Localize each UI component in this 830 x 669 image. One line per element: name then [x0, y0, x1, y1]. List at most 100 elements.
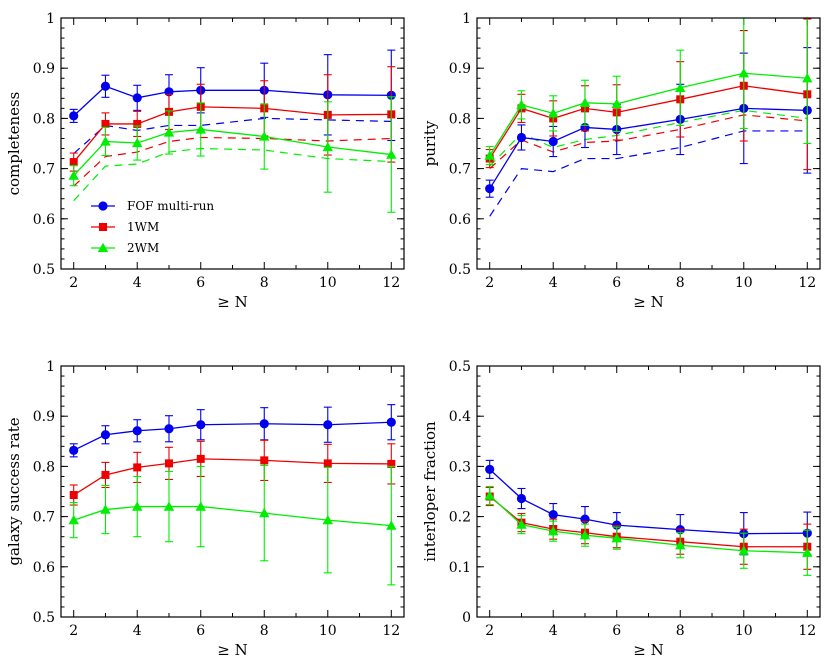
y-tick-label: 0.5 — [449, 262, 471, 278]
plot-area — [484, 18, 813, 217]
data-point-wm2 — [802, 73, 813, 83]
y-tick-label: 0.5 — [449, 359, 471, 375]
y-tick-label: 0.6 — [33, 212, 55, 228]
data-point-wm2 — [738, 68, 749, 78]
x-tick-label: 2 — [485, 275, 494, 291]
x-tick-label: 8 — [676, 623, 685, 639]
plot-frame — [60, 17, 405, 270]
x-tick-label: 12 — [382, 275, 400, 291]
data-point-fof — [485, 464, 495, 475]
data-point-wm2 — [579, 529, 591, 540]
y-tick-label: 0.5 — [33, 610, 55, 626]
y-tick-label: 0.4 — [449, 409, 471, 425]
data-point-wm2 — [675, 82, 686, 92]
data-point-wm1 — [133, 463, 142, 472]
series-line-fof — [489, 468, 808, 535]
y-tick-label: 0.9 — [33, 409, 55, 425]
y-axis-label: interloper fraction — [421, 421, 439, 562]
dashed-line-wm2 — [489, 109, 808, 167]
data-point-fof — [196, 420, 206, 430]
x-axis-label: ≥ N — [633, 293, 663, 311]
data-point-wm2 — [322, 141, 333, 152]
panel-interloper-fraction: 2 4 6 8 10 12 0 0.1 0.2 0.3 0.4 0.5 ≥ N interloper fr… — [421, 359, 821, 659]
data-point-wm1 — [387, 459, 396, 468]
data-point-wm2 — [259, 131, 270, 141]
x-tick-label: 10 — [735, 275, 753, 291]
y-tick-label: 0.9 — [449, 61, 471, 77]
legend-marker-wm2 — [97, 242, 109, 253]
data-point-wm2 — [132, 501, 143, 511]
x-tick-label: 2 — [485, 623, 494, 639]
x-tick-label: 8 — [676, 275, 685, 291]
y-tick-label: 0.9 — [33, 61, 55, 77]
x-tick-label: 4 — [549, 623, 558, 639]
x-tick-label: 12 — [798, 623, 816, 639]
data-point-wm2 — [675, 540, 686, 550]
data-point-wm2 — [68, 514, 79, 525]
legend-label-fof: FOF multi-run — [127, 199, 214, 213]
plot-area — [68, 404, 397, 586]
data-point-wm2 — [386, 520, 397, 530]
data-point-wm2 — [516, 99, 527, 110]
series-line-fof — [73, 421, 392, 451]
data-point-wm2 — [516, 519, 527, 529]
data-point-wm2 — [322, 514, 333, 525]
legend-marker-fof — [98, 201, 108, 211]
data-point-wm2 — [579, 97, 591, 107]
data-point-fof — [164, 424, 174, 434]
data-point-wm1 — [323, 459, 332, 468]
y-tick-label: 0.7 — [449, 162, 471, 178]
x-tick-label: 12 — [798, 275, 816, 291]
data-point-wm2 — [611, 98, 622, 109]
y-tick-label: 0.1 — [449, 560, 471, 576]
x-tick-label: 10 — [319, 275, 337, 291]
y-tick-label: 1 — [46, 359, 55, 375]
x-tick-label: 10 — [735, 623, 753, 639]
data-point-wm2 — [802, 547, 813, 557]
data-point-fof — [100, 81, 111, 91]
data-point-fof — [69, 111, 79, 121]
data-point-wm2 — [484, 150, 495, 160]
x-tick-label: 6 — [196, 275, 205, 291]
legend-marker-wm1 — [99, 223, 107, 231]
data-point-wm2 — [548, 525, 559, 536]
series-line-wm2 — [489, 72, 808, 156]
data-point-fof — [485, 184, 495, 194]
series-line-wm1 — [489, 85, 808, 159]
plot-frame — [60, 365, 405, 618]
data-point-wm2 — [611, 532, 622, 543]
x-tick-label: 2 — [69, 623, 78, 639]
x-axis-label: ≥ N — [217, 641, 247, 659]
series-line-fof — [489, 107, 808, 190]
data-point-fof — [69, 445, 79, 455]
y-tick-label: 0.6 — [449, 212, 471, 228]
data-point-wm1 — [69, 491, 78, 500]
y-tick-label: 0.7 — [33, 162, 55, 178]
y-tick-label: 1 — [462, 11, 471, 27]
plot-frame — [476, 365, 821, 618]
x-tick-label: 4 — [549, 275, 558, 291]
series-line-wm1 — [489, 496, 808, 548]
data-point-wm1 — [260, 456, 269, 465]
legend-label-wm2: 2WM — [127, 241, 159, 255]
y-tick-label: 0.7 — [33, 510, 55, 526]
x-tick-label: 2 — [69, 275, 78, 291]
data-point-wm2 — [259, 507, 270, 518]
y-axis-label: purity — [421, 120, 439, 166]
y-tick-label: 0.3 — [449, 459, 471, 475]
plot-frame — [476, 17, 821, 270]
x-tick-label: 10 — [319, 623, 337, 639]
data-point-wm2 — [484, 490, 495, 500]
plot-area — [68, 49, 397, 213]
dashed-line-fof — [489, 130, 808, 217]
data-point-fof — [100, 430, 111, 440]
dashed-line-wm1 — [73, 136, 392, 187]
dashed-line-wm1 — [489, 114, 808, 170]
data-point-wm2 — [163, 127, 175, 137]
data-point-fof — [516, 493, 527, 504]
data-point-fof — [516, 132, 527, 143]
data-point-wm1 — [101, 119, 110, 128]
data-point-wm1 — [164, 459, 173, 468]
series-line-wm2 — [489, 495, 808, 554]
